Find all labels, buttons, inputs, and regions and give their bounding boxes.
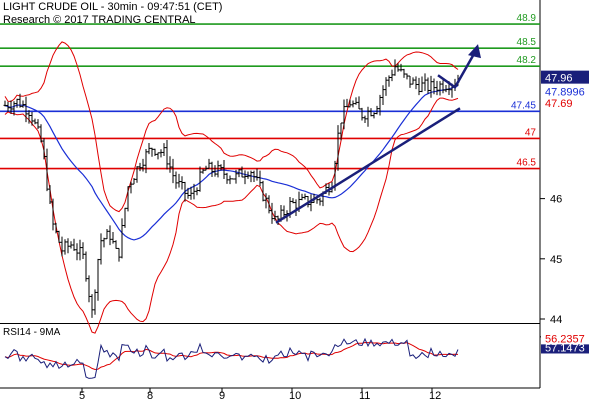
bollinger-lower-band (4, 97, 459, 334)
chart-title: LIGHT CRUDE OIL - 30min - 09:47:51 (CET) (3, 1, 223, 13)
moving-average-value-label-bg (541, 84, 589, 98)
moving-average-value-label: 47.8996 (545, 87, 585, 99)
lower-band-value-label-bg (541, 95, 589, 109)
last-price-label: 47.96 (545, 73, 573, 85)
time-tick-label: 12 (429, 390, 441, 400)
rsi-ma-value-label: 56.2357 (545, 333, 585, 345)
rsi-panel-title: RSI14 - 9MA (3, 327, 61, 338)
level-label-46-5: 46.5 (517, 158, 537, 169)
last-price-label-bg (541, 70, 589, 84)
time-tick-label: 9 (219, 390, 225, 400)
forecast-arrow-line (437, 51, 477, 90)
candles-group (3, 59, 460, 318)
time-tick-label: 11 (359, 390, 370, 400)
level-label-48-9: 48.9 (517, 13, 537, 24)
forecast-arrow-head (468, 44, 481, 59)
level-label-48-2: 48.2 (517, 55, 537, 66)
time-tick-label: 5 (79, 390, 85, 400)
uptrend-line (275, 107, 461, 224)
rsi-line (4, 337, 459, 379)
level-label-48-5: 48.5 (517, 37, 537, 48)
moving-average-line (4, 85, 459, 241)
chart-subtitle: Research © 2017 TRADING CENTRAL (3, 14, 196, 26)
time-tick-label: 8 (147, 390, 153, 400)
price-tick-label: 44 (550, 314, 562, 326)
price-tick-label: 46 (550, 194, 562, 206)
level-label-47: 47 (525, 127, 537, 138)
level-label-47-45: 47.45 (511, 100, 536, 111)
time-tick-label: 10 (289, 390, 301, 400)
rsi-value-label: 57.1473 (545, 342, 585, 354)
price-tick-label: 45 (550, 254, 562, 266)
bollinger-upper-band (4, 41, 459, 213)
rsi-ma-value-bg (541, 331, 589, 345)
lower-band-value-label: 47.69 (545, 98, 573, 110)
